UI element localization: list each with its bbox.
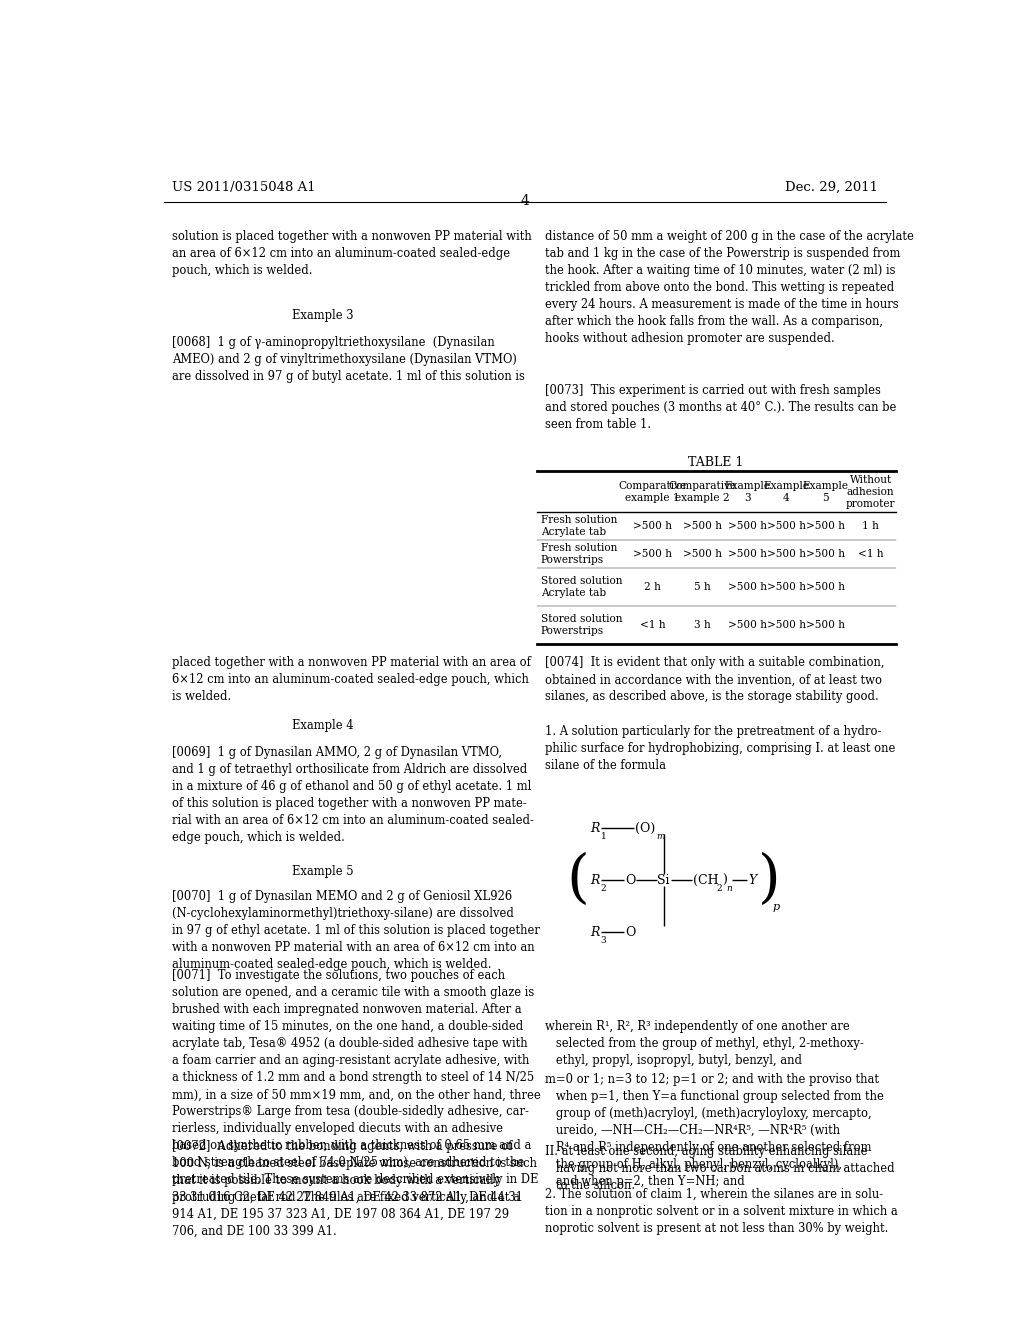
Text: >500 h: >500 h [806, 549, 845, 558]
Text: >500 h: >500 h [806, 521, 845, 531]
Text: 1. A solution particularly for the pretreatment of a hydro-
philic surface for h: 1. A solution particularly for the pretr… [545, 725, 895, 771]
Text: 2: 2 [600, 884, 606, 894]
Text: Fresh solution
Acrylate tab: Fresh solution Acrylate tab [541, 515, 617, 537]
Text: Comparative
example 1: Comparative example 1 [618, 480, 686, 503]
Text: >500 h: >500 h [683, 549, 722, 558]
Text: [0072]  Adhered to the bonding agents, with a pressure of
100 N, is a cleaned st: [0072] Adhered to the bonding agents, wi… [172, 1140, 537, 1204]
Text: placed together with a nonwoven PP material with an area of
6×12 cm into an alum: placed together with a nonwoven PP mater… [172, 656, 530, 704]
Text: Example 4: Example 4 [292, 719, 353, 733]
Text: >500 h: >500 h [683, 521, 722, 531]
Text: Without
adhesion
promoter: Without adhesion promoter [846, 474, 895, 510]
Text: >500 h: >500 h [728, 582, 767, 591]
Text: ): ) [758, 851, 780, 908]
Text: 1 h: 1 h [862, 521, 879, 531]
Text: [0068]  1 g of γ-aminopropyltriethoxysilane  (Dynasilan
AMEO) and 2 g of vinyltr: [0068] 1 g of γ-aminopropyltriethoxysila… [172, 337, 524, 383]
Text: 1: 1 [600, 832, 606, 841]
Text: Si: Si [657, 874, 670, 887]
Text: 5 h: 5 h [694, 582, 711, 591]
Text: [0070]  1 g of Dynasilan MEMO and 2 g of Geniosil XL926
(N-cyclohexylaminormethy: [0070] 1 g of Dynasilan MEMO and 2 g of … [172, 890, 540, 972]
Text: 2: 2 [717, 884, 722, 894]
Text: Comparative
example 2: Comparative example 2 [669, 480, 736, 503]
Text: O: O [626, 874, 636, 887]
Text: >500 h: >500 h [633, 549, 672, 558]
Text: 3 h: 3 h [694, 620, 711, 630]
Text: 2 h: 2 h [644, 582, 660, 591]
Text: m=0 or 1; n=3 to 12; p=1 or 2; and with the proviso that
   when p=1, then Y=a f: m=0 or 1; n=3 to 12; p=1 or 2; and with … [545, 1073, 884, 1188]
Text: >500 h: >500 h [806, 582, 845, 591]
Text: Dec. 29, 2011: Dec. 29, 2011 [785, 181, 878, 194]
Text: II. at least one second, aging stability enhancing silane
   having not more tha: II. at least one second, aging stability… [545, 1146, 894, 1192]
Text: (CH: (CH [692, 874, 718, 887]
Text: >500 h: >500 h [806, 620, 845, 630]
Text: Example 3: Example 3 [292, 309, 353, 322]
Text: [0069]  1 g of Dynasilan AMMO, 2 g of Dynasilan VTMO,
and 1 g of tetraethyl orth: [0069] 1 g of Dynasilan AMMO, 2 g of Dyn… [172, 746, 534, 843]
Text: Example
4: Example 4 [764, 480, 809, 503]
Text: Example
3: Example 3 [724, 480, 770, 503]
Text: <1 h: <1 h [858, 549, 884, 558]
Text: Stored solution
Powerstrips: Stored solution Powerstrips [541, 614, 623, 636]
Text: >500 h: >500 h [728, 620, 767, 630]
Text: >500 h: >500 h [767, 549, 806, 558]
Text: m: m [656, 832, 665, 841]
Text: >500 h: >500 h [728, 549, 767, 558]
Text: TABLE 1: TABLE 1 [687, 457, 743, 469]
Text: >500 h: >500 h [767, 521, 806, 531]
Text: 3: 3 [600, 936, 606, 945]
Text: ): ) [722, 874, 727, 887]
Text: Example 5: Example 5 [292, 865, 353, 878]
Text: >500 h: >500 h [728, 521, 767, 531]
Text: distance of 50 mm a weight of 200 g in the case of the acrylate
tab and 1 kg in : distance of 50 mm a weight of 200 g in t… [545, 230, 913, 345]
Text: 4: 4 [520, 194, 529, 209]
Text: 2. The solution of claim 1, wherein the silanes are in solu-
tion in a nonprotic: 2. The solution of claim 1, wherein the … [545, 1188, 897, 1236]
Text: <1 h: <1 h [640, 620, 666, 630]
Text: wherein R¹, R², R³ independently of one another are
   selected from the group o: wherein R¹, R², R³ independently of one … [545, 1020, 863, 1068]
Text: Y: Y [749, 874, 757, 887]
Text: >500 h: >500 h [633, 521, 672, 531]
Text: R: R [591, 925, 600, 939]
Text: n: n [727, 884, 732, 894]
Text: (O): (O) [635, 821, 655, 834]
Text: >500 h: >500 h [767, 620, 806, 630]
Text: Example
5: Example 5 [803, 480, 849, 503]
Text: p: p [772, 903, 779, 912]
Text: Fresh solution
Powerstrips: Fresh solution Powerstrips [541, 543, 617, 565]
Text: US 2011/0315048 A1: US 2011/0315048 A1 [172, 181, 315, 194]
Text: R: R [591, 821, 600, 834]
Text: [0074]  It is evident that only with a suitable combination,
obtained in accorda: [0074] It is evident that only with a su… [545, 656, 884, 704]
Text: solution is placed together with a nonwoven PP material with
an area of 6×12 cm : solution is placed together with a nonwo… [172, 230, 531, 277]
Text: R: R [591, 874, 600, 887]
Text: Stored solution
Acrylate tab: Stored solution Acrylate tab [541, 576, 623, 598]
Text: >500 h: >500 h [767, 582, 806, 591]
Text: [0073]  This experiment is carried out with fresh samples
and stored pouches (3 : [0073] This experiment is carried out wi… [545, 384, 896, 432]
Text: [0071]  To investigate the solutions, two pouches of each
solution are opened, a: [0071] To investigate the solutions, two… [172, 969, 541, 1237]
Text: O: O [626, 925, 636, 939]
Text: (: ( [566, 851, 589, 908]
